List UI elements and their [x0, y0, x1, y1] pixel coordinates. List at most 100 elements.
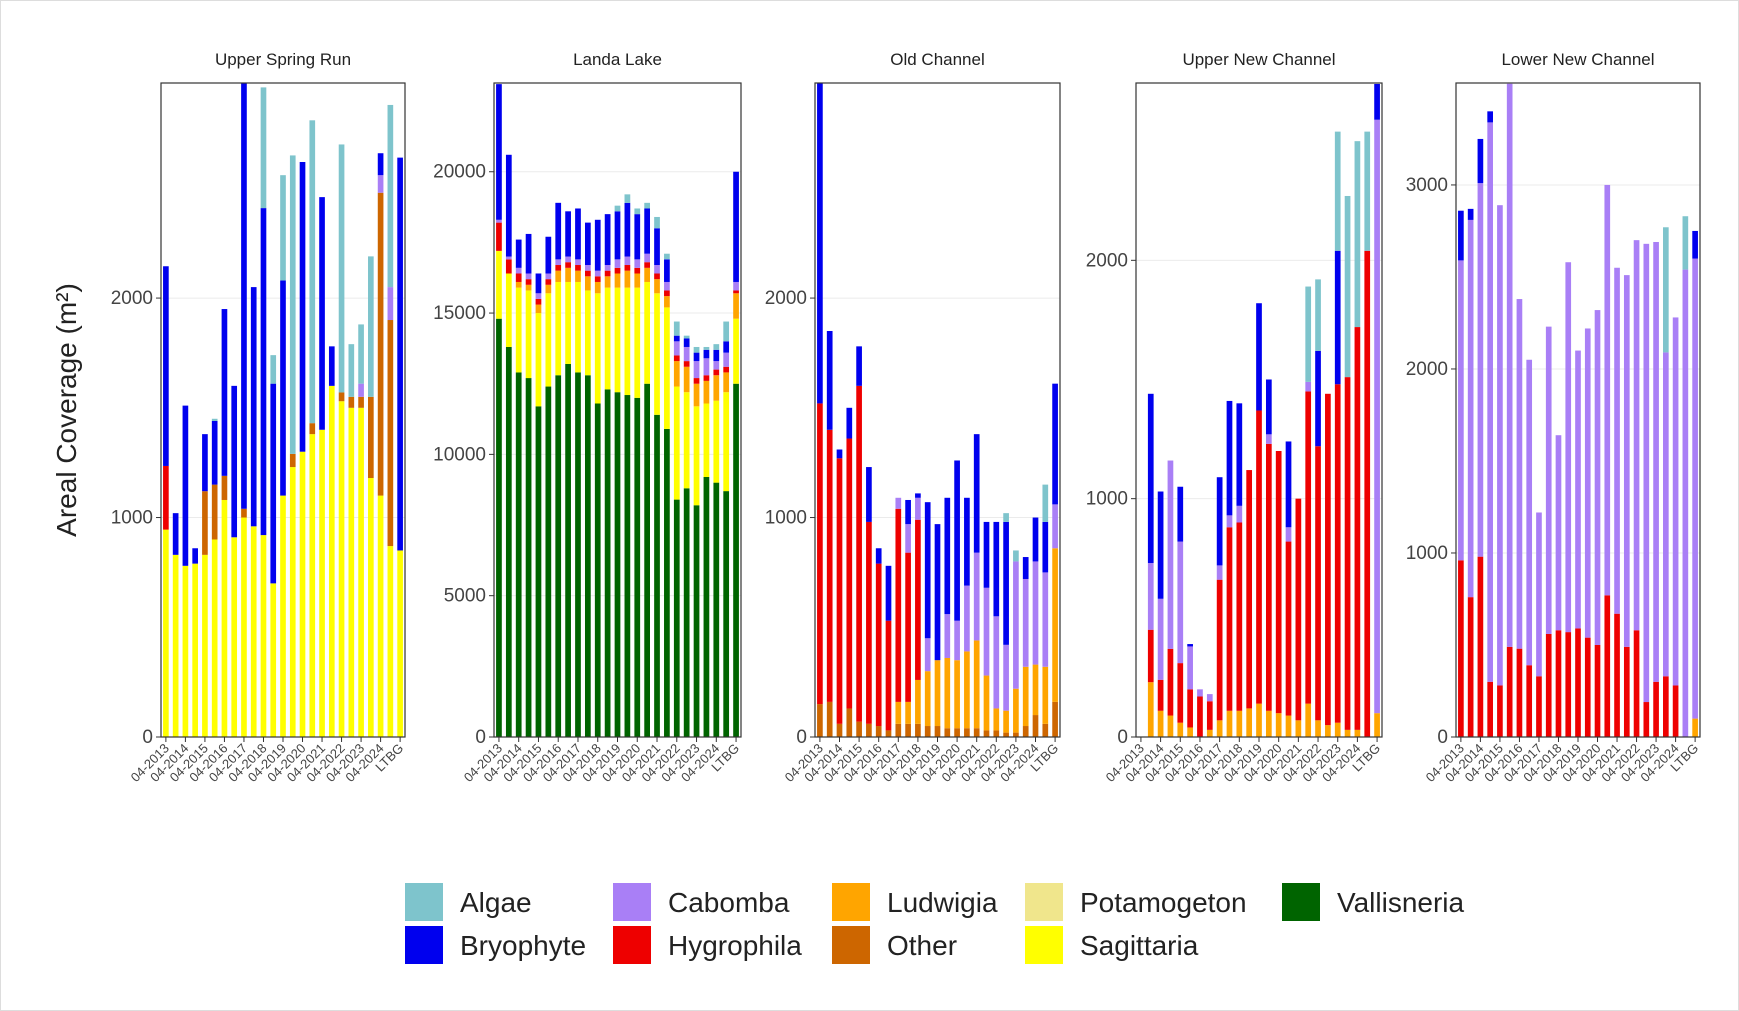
bar-segment — [1344, 195, 1351, 378]
bar-segment — [885, 565, 892, 621]
bar-segment — [211, 539, 218, 737]
bar-segment — [733, 293, 739, 319]
bar-segment — [1458, 260, 1464, 561]
legend-label: Algae — [460, 887, 532, 918]
bar-segment — [545, 279, 552, 285]
bar-segment — [1305, 703, 1312, 737]
bar-segment — [250, 526, 257, 737]
bar-segment — [163, 266, 169, 466]
bar-segment — [1526, 359, 1533, 666]
bar-segment — [723, 392, 730, 492]
bar-segment — [260, 208, 267, 536]
bar-segment — [1042, 572, 1049, 667]
bar-segment — [289, 453, 296, 468]
bar-segment — [535, 273, 542, 294]
bar-segment — [1344, 729, 1351, 737]
panel-border — [814, 82, 1061, 738]
bar-segment — [934, 660, 941, 727]
bar-segment — [338, 144, 345, 393]
bar-segment — [496, 318, 502, 737]
bar-segment — [202, 434, 208, 492]
bar-segment — [1022, 557, 1029, 579]
bar-segment — [221, 309, 228, 476]
bar-segment — [535, 313, 542, 407]
bar-segment — [1555, 435, 1562, 631]
bar-segment — [664, 290, 670, 297]
bar-segment — [1334, 722, 1341, 737]
bar-segment — [202, 491, 208, 555]
bar-segment — [1177, 722, 1184, 737]
bar-segment — [505, 259, 512, 274]
bar-segment — [673, 355, 680, 362]
bar-segment — [545, 293, 552, 387]
bar-segment — [1663, 352, 1669, 677]
bar-segment — [1236, 403, 1243, 506]
bar-segment — [604, 287, 611, 390]
bar-segment — [280, 495, 286, 737]
bar-segment — [1315, 720, 1321, 737]
bar-segment — [496, 219, 502, 223]
bar-segment — [664, 281, 670, 291]
bar-segment — [614, 205, 621, 212]
bar-segment — [545, 386, 552, 737]
bar-segment — [1633, 240, 1640, 631]
bar-segment — [515, 273, 522, 282]
bar-segment — [703, 403, 710, 477]
legend-label: Hygrophila — [668, 930, 802, 961]
bar-segment — [973, 728, 980, 737]
bar-segment — [1692, 230, 1698, 259]
bar-segment — [1167, 715, 1174, 737]
bar-segment — [260, 535, 267, 737]
bar-segment — [895, 701, 902, 724]
bar-segment — [545, 236, 552, 274]
bar-segment — [1003, 521, 1009, 645]
bar-segment — [866, 521, 872, 724]
bar-segment — [1013, 550, 1019, 562]
y-tick-label: 2000 — [1406, 359, 1448, 380]
bar-segment — [368, 396, 374, 479]
bar-segment — [505, 346, 512, 737]
bar-segment — [826, 429, 833, 702]
bar-segment — [1467, 597, 1474, 737]
bar-segment — [866, 723, 872, 737]
bar-segment — [856, 385, 862, 722]
bar-segment — [846, 708, 853, 737]
bar-segment — [1167, 648, 1174, 716]
bar-segment — [1305, 286, 1312, 382]
bar-segment — [348, 396, 355, 408]
bar-segment — [693, 505, 700, 737]
bar-segment — [683, 392, 690, 489]
bar-segment — [1226, 710, 1233, 737]
bar-segment — [555, 265, 562, 271]
bar-segment — [693, 361, 700, 379]
bar-segment — [377, 175, 384, 193]
bar-segment — [1506, 646, 1513, 737]
bar-segment — [733, 318, 739, 384]
bar-segment — [604, 276, 611, 288]
bar-segment — [905, 499, 911, 525]
bar-segment — [733, 383, 739, 737]
bar-segment — [604, 389, 611, 737]
bar-segment — [1458, 210, 1464, 261]
bar-segment — [1265, 434, 1272, 444]
bar-segment — [664, 259, 670, 282]
bar-segment — [993, 708, 1000, 731]
bar-segment — [703, 380, 710, 404]
bar-segment — [1305, 381, 1312, 392]
bar-segment — [875, 563, 882, 727]
bar-segment — [575, 265, 581, 271]
bar-segment — [1364, 250, 1371, 737]
bar-segment — [241, 508, 247, 518]
y-tick-label: 1000 — [1406, 543, 1448, 564]
bar-segment — [1374, 83, 1380, 120]
bar-segment — [905, 552, 911, 702]
bar-segment — [924, 502, 931, 639]
bar-segment — [250, 287, 257, 527]
bar-segment — [1334, 131, 1341, 251]
bar-segment — [584, 375, 591, 737]
bar-segment — [817, 704, 823, 737]
bar-segment — [644, 208, 651, 254]
bar-segment — [1285, 527, 1292, 542]
bar-segment — [836, 458, 843, 724]
bar-segment — [1226, 400, 1233, 516]
